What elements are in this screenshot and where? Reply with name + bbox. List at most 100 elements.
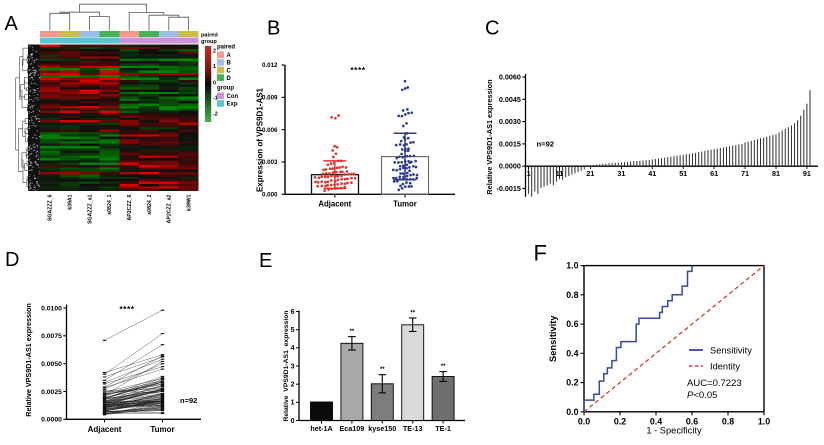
svg-text:41: 41 xyxy=(648,169,656,178)
svg-text:A: A xyxy=(5,13,19,35)
svg-text:group: group xyxy=(201,39,217,45)
svg-text:B: B xyxy=(227,61,232,67)
svg-text:3: 3 xyxy=(291,363,295,370)
svg-text:SGAZZZ_a1: SGAZZZ_a1 xyxy=(87,194,93,224)
svg-text:Adjacent: Adjacent xyxy=(318,200,351,209)
svg-text:0.0000: 0.0000 xyxy=(41,417,62,424)
svg-text:Expression of VPS9D1-AS1: Expression of VPS9D1-AS1 xyxy=(256,87,265,192)
svg-text:**: ** xyxy=(380,367,385,373)
svg-text:71: 71 xyxy=(741,169,749,178)
svg-text:0.4: 0.4 xyxy=(650,416,662,426)
svg-text:paired: paired xyxy=(217,45,235,51)
svg-text:Relative VPS9D1-AS1 expressi: Relative VPS9D1-AS1 expression xyxy=(283,310,290,421)
svg-text:0.2: 0.2 xyxy=(566,378,578,388)
svg-text:**: ** xyxy=(350,329,355,335)
svg-text:****: **** xyxy=(350,65,365,75)
svg-text:1: 1 xyxy=(291,400,295,407)
svg-text:0.0030: 0.0030 xyxy=(499,117,521,126)
svg-text:SGAZZZ_6: SGAZZZ_6 xyxy=(48,194,54,221)
svg-text:Sensitivity: Sensitivity xyxy=(548,315,558,362)
svg-text:0.6: 0.6 xyxy=(566,319,578,329)
svg-text:D: D xyxy=(5,249,19,271)
svg-text:0.0015: 0.0015 xyxy=(499,139,521,148)
svg-text:21: 21 xyxy=(586,169,594,178)
svg-text:**: ** xyxy=(441,364,446,370)
svg-text:AP2CZZ_a2: AP2CZZ_a2 xyxy=(167,194,173,223)
svg-text:0.003: 0.003 xyxy=(262,159,278,166)
svg-text:0.2: 0.2 xyxy=(614,416,626,426)
svg-text:****: **** xyxy=(119,304,134,314)
svg-text:0.000: 0.000 xyxy=(262,192,278,199)
svg-text:-0.0015: -0.0015 xyxy=(497,184,521,193)
svg-text:4: 4 xyxy=(291,345,295,352)
svg-text:Tumor: Tumor xyxy=(393,200,417,209)
svg-text:group: group xyxy=(217,86,234,92)
svg-text:Tumor: Tumor xyxy=(150,425,174,434)
svg-text:1 - Specificity: 1 - Specificity xyxy=(646,426,702,436)
svg-text:1.0: 1.0 xyxy=(758,416,770,426)
svg-text:n=92: n=92 xyxy=(537,140,555,149)
svg-text:0.0060: 0.0060 xyxy=(499,73,521,82)
svg-text:0.0: 0.0 xyxy=(566,407,578,417)
svg-text:-2: -2 xyxy=(213,112,218,118)
svg-text:s0824_1: s0824_1 xyxy=(107,194,113,214)
svg-text:51: 51 xyxy=(679,169,687,178)
svg-text:0.0025: 0.0025 xyxy=(41,389,62,396)
svg-text:C: C xyxy=(227,68,232,74)
svg-text:0.0050: 0.0050 xyxy=(41,361,62,368)
svg-text:n=92: n=92 xyxy=(180,396,197,405)
svg-text:paired: paired xyxy=(201,33,218,39)
svg-text:Relative VPS9D1-AS1 expression: Relative VPS9D1-AS1 expression xyxy=(485,79,494,194)
svg-text:k39W1: k39W1 xyxy=(186,194,192,211)
svg-text:11: 11 xyxy=(556,169,564,178)
svg-text:0.4: 0.4 xyxy=(566,348,578,358)
svg-text:AUC=0.7223: AUC=0.7223 xyxy=(687,378,742,389)
svg-text:1.0: 1.0 xyxy=(566,261,578,271)
svg-text:31: 31 xyxy=(617,169,625,178)
svg-text:2: 2 xyxy=(291,382,295,389)
svg-text:F: F xyxy=(534,241,547,266)
svg-text:P<0.05: P<0.05 xyxy=(687,390,717,401)
svg-text:2: 2 xyxy=(213,49,216,55)
svg-text:0.8: 0.8 xyxy=(722,416,734,426)
svg-text:0.006: 0.006 xyxy=(262,127,278,134)
svg-text:A: A xyxy=(227,53,232,59)
svg-text:B: B xyxy=(267,18,280,40)
svg-text:Identity: Identity xyxy=(710,361,740,371)
svg-text:5: 5 xyxy=(291,327,295,334)
svg-text:0.012: 0.012 xyxy=(262,62,278,69)
svg-text:E: E xyxy=(259,250,272,272)
svg-text:0: 0 xyxy=(291,418,295,425)
svg-text:61: 61 xyxy=(710,169,718,178)
svg-text:C: C xyxy=(485,18,499,40)
svg-text:1: 1 xyxy=(213,64,216,70)
svg-text:0.0000: 0.0000 xyxy=(499,162,521,171)
svg-text:81: 81 xyxy=(772,169,780,178)
svg-text:Relative VPS9D1-AS1 expression: Relative VPS9D1-AS1 expression xyxy=(24,303,33,416)
svg-text:6: 6 xyxy=(291,309,295,316)
svg-text:k39A1: k39A1 xyxy=(68,194,74,209)
svg-text:0.0: 0.0 xyxy=(578,416,590,426)
svg-text:Sensitivity: Sensitivity xyxy=(710,345,752,355)
svg-text:Eca109: Eca109 xyxy=(340,424,365,433)
svg-text:TE-1: TE-1 xyxy=(435,424,451,433)
svg-text:kyse150: kyse150 xyxy=(368,424,396,433)
svg-text:0.8: 0.8 xyxy=(566,290,578,300)
svg-text:TE-13: TE-13 xyxy=(403,424,423,433)
svg-text:91: 91 xyxy=(803,169,811,178)
svg-text:Adjacent: Adjacent xyxy=(88,425,122,434)
svg-text:s0824_2: s0824_2 xyxy=(147,194,153,214)
svg-text:**: ** xyxy=(410,311,415,317)
svg-text:0.009: 0.009 xyxy=(262,95,278,102)
svg-text:0: 0 xyxy=(213,81,216,87)
svg-text:1: 1 xyxy=(527,169,531,178)
svg-text:0.0045: 0.0045 xyxy=(499,95,521,104)
svg-text:D: D xyxy=(227,76,232,82)
svg-text:AP2CZZ_6: AP2CZZ_6 xyxy=(127,194,133,220)
svg-text:0.0100: 0.0100 xyxy=(41,305,62,312)
svg-text:0.6: 0.6 xyxy=(686,416,698,426)
svg-text:Con: Con xyxy=(227,94,239,100)
svg-text:0.0075: 0.0075 xyxy=(41,333,62,340)
svg-text:het-1A: het-1A xyxy=(310,424,332,433)
svg-text:Exp: Exp xyxy=(227,102,238,108)
